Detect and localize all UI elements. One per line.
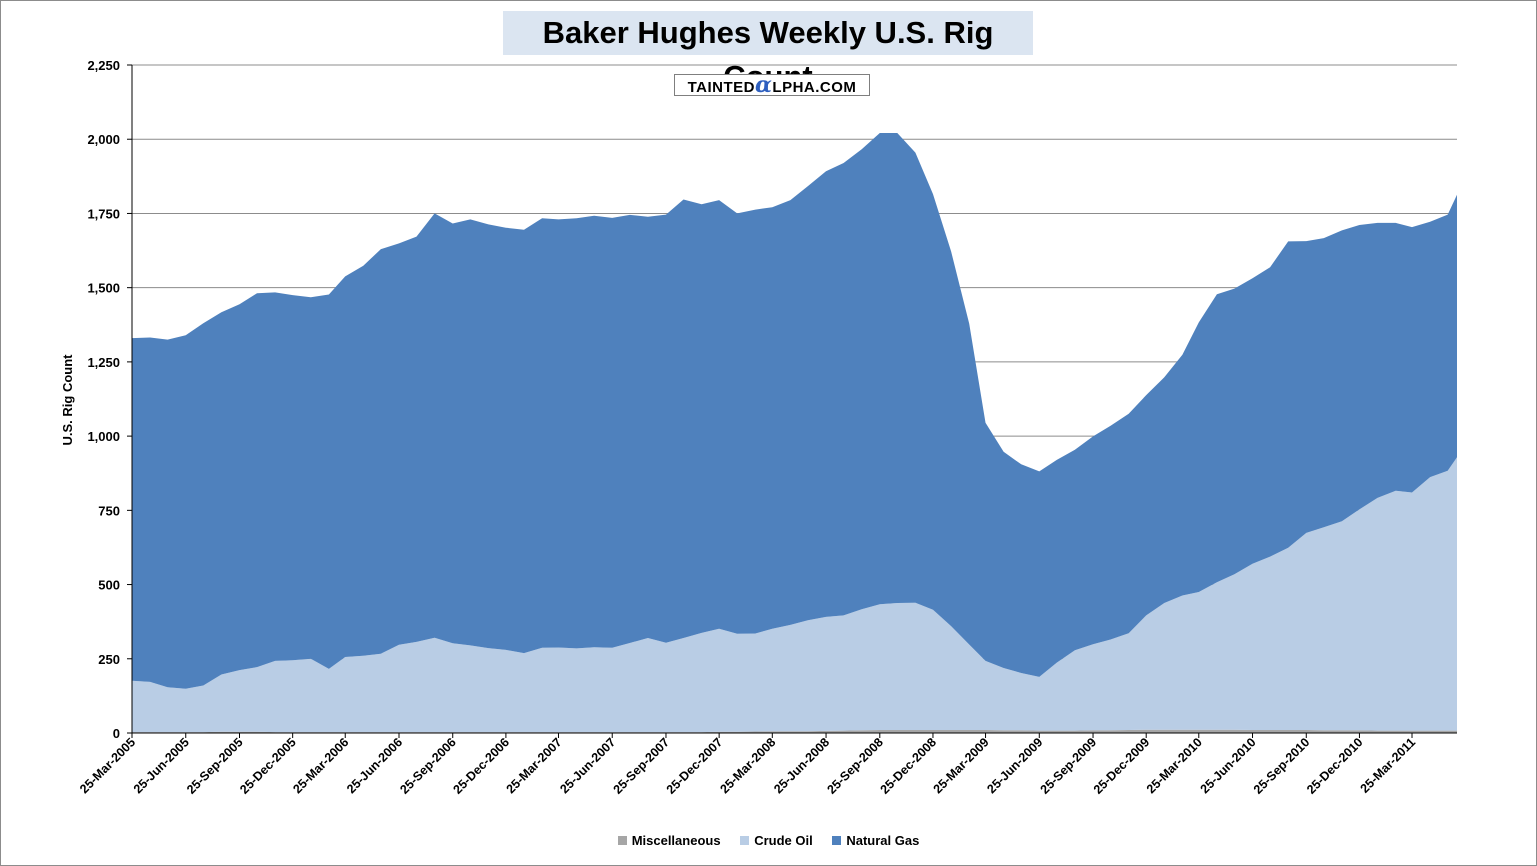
x-tick-label: 25-Jun-2010 xyxy=(1198,735,1259,796)
legend-item-misc: Miscellaneous xyxy=(617,833,721,848)
legend-label-crude-oil: Crude Oil xyxy=(754,833,813,848)
y-axis-title: U.S. Rig Count xyxy=(60,354,75,446)
x-tick-label: 25-Sep-2009 xyxy=(1038,735,1100,797)
axes xyxy=(127,64,1457,738)
legend-item-crude-oil: Crude Oil xyxy=(740,833,813,848)
y-tick-label: 750 xyxy=(98,503,120,518)
x-tick-label: 25-Sep-2008 xyxy=(824,735,886,797)
x-tick-label: 25-Sep-2010 xyxy=(1251,735,1313,797)
y-tick-labels: 0 250 500 750 1,000 1,250 1,500 1,750 2,000 2,250 xyxy=(87,58,120,741)
legend-label-misc: Miscellaneous xyxy=(631,833,721,848)
y-tick-label: 2,250 xyxy=(87,58,120,73)
x-tick-label: 25-Dec-2006 xyxy=(451,735,513,797)
x-tick-label: 25-Mar-2009 xyxy=(931,735,992,796)
x-tick-label: 25-Dec-2009 xyxy=(1091,735,1153,797)
y-tick-label: 1,500 xyxy=(87,281,120,296)
area-series-crude-oil xyxy=(132,457,1457,733)
x-tick-label: 25-Dec-2007 xyxy=(664,735,726,797)
y-tick-label: 1,250 xyxy=(87,355,120,370)
legend-swatch-crude-oil xyxy=(740,836,750,845)
y-tick-label: 0 xyxy=(113,726,120,741)
x-tick-label: 25-Jun-2007 xyxy=(557,735,618,796)
x-tick-label: 25-Mar-2006 xyxy=(290,735,351,796)
x-tick-label: 25-Jun-2008 xyxy=(771,735,832,796)
area-series-natural-gas xyxy=(132,133,1457,689)
legend: Miscellaneous Crude Oil Natural Gas xyxy=(0,833,1537,848)
watermark-logo: TAINTEDαLPHA.COM xyxy=(674,74,870,96)
legend-item-natural-gas: Natural Gas xyxy=(832,833,919,848)
legend-label-natural-gas: Natural Gas xyxy=(846,833,920,848)
x-tick-label: 25-Sep-2006 xyxy=(397,735,459,797)
x-tick-label: 25-Mar-2008 xyxy=(717,735,778,796)
x-tick-labels: 25-Mar-200525-Jun-200525-Sep-200525-Dec-… xyxy=(77,735,1418,797)
x-tick-label: 25-Mar-2011 xyxy=(1358,735,1419,796)
y-tick-label: 250 xyxy=(98,652,120,667)
area-series-miscellaneous xyxy=(132,729,1457,733)
y-tick-label: 2,000 xyxy=(87,132,120,147)
y-tick-label: 500 xyxy=(98,578,120,593)
x-tick-label: 25-Sep-2005 xyxy=(184,735,246,797)
chart-title: Baker Hughes Weekly U.S. Rig Count xyxy=(503,11,1033,94)
x-tick-label: 25-Mar-2005 xyxy=(77,735,138,796)
x-tick-label: 25-Mar-2007 xyxy=(504,735,565,796)
y-tick-label: 1,000 xyxy=(87,429,120,444)
y-tick-label: 1,750 xyxy=(87,206,120,221)
legend-swatch-natural-gas xyxy=(832,836,842,845)
legend-swatch-misc xyxy=(617,836,627,845)
x-tick-label: 25-Dec-2010 xyxy=(1304,735,1366,797)
x-tick-label: 25-Mar-2010 xyxy=(1144,735,1205,796)
x-tick-label: 25-Sep-2007 xyxy=(611,735,673,797)
stacked-areas xyxy=(132,133,1457,733)
x-tick-label: 25-Dec-2005 xyxy=(237,735,299,797)
x-tick-label: 25-Jun-2006 xyxy=(344,735,405,796)
x-tick-label: 25-Jun-2009 xyxy=(984,735,1045,796)
x-tick-label: 25-Dec-2008 xyxy=(878,735,940,797)
x-tick-label: 25-Jun-2005 xyxy=(131,735,192,796)
